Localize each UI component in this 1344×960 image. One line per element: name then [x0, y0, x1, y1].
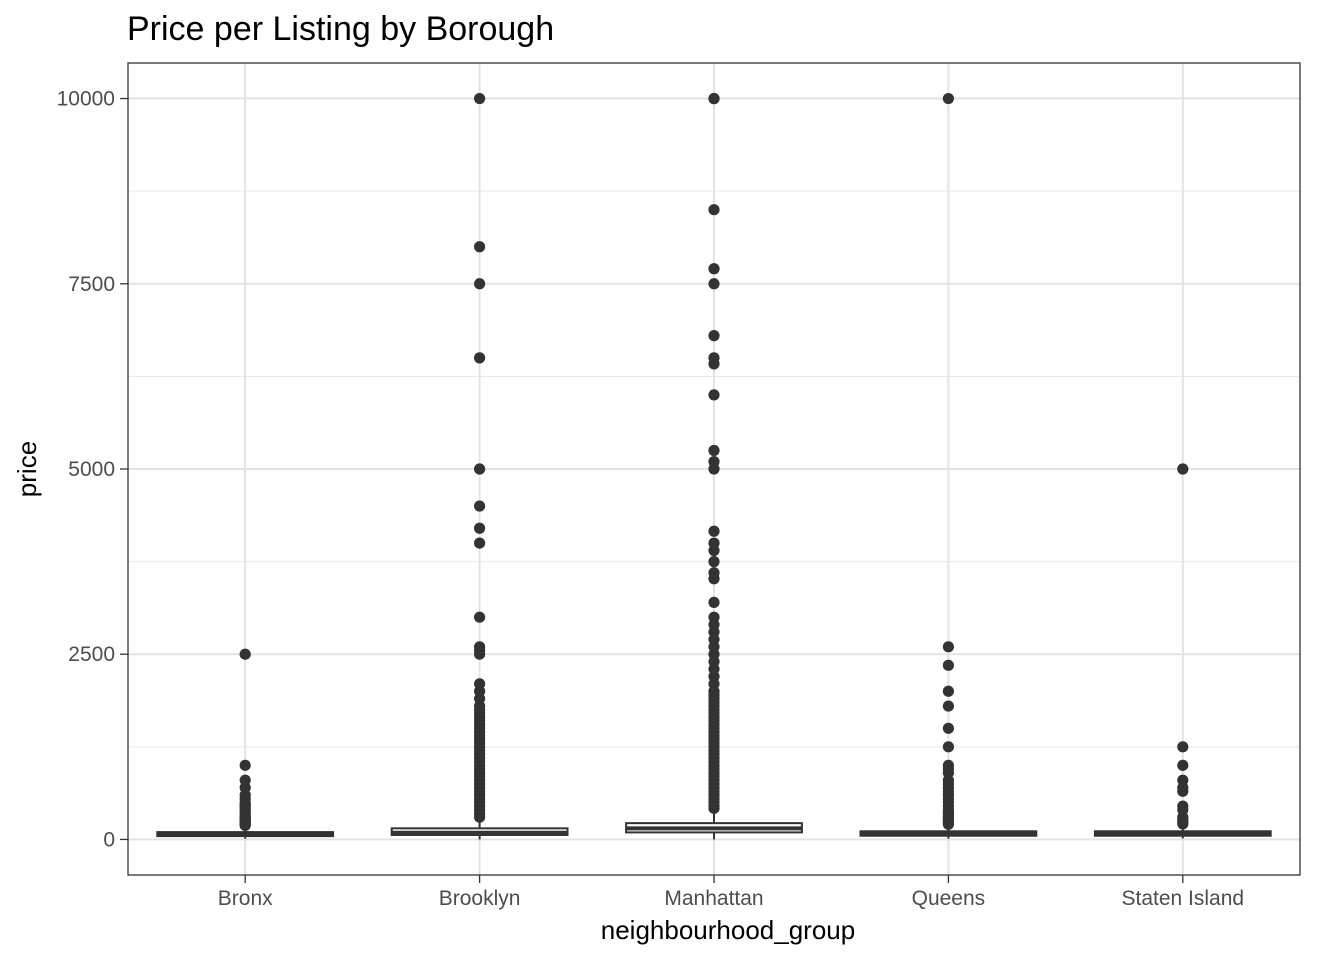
outlier-point-brooklyn-9 [474, 611, 486, 623]
x-axis-title: neighbourhood_group [601, 915, 855, 945]
outlier-point-brooklyn-4 [474, 352, 486, 364]
outlier-point-manhattan-15 [708, 544, 720, 557]
y-tick-label-5: 10000 [57, 88, 115, 111]
box-manhattan [625, 809, 803, 840]
outlier-point-bronx-1 [239, 648, 251, 660]
outlier-point-manhattan-19 [708, 596, 720, 608]
outlier-point-manhattan-8 [708, 358, 720, 370]
chart-title: Price per Listing by Borough [127, 10, 554, 48]
outlier-point-queens-2 [942, 641, 955, 653]
outlier-point-manhattan-6 [708, 330, 720, 342]
outlier-point-brooklyn-46 [474, 811, 486, 823]
outlier-point-brooklyn-7 [474, 522, 486, 534]
outlier-point-manhattan-2 [708, 93, 720, 105]
outlier-point-queens-3 [942, 659, 955, 671]
outlier-point-bronx-26 [239, 819, 251, 831]
outlier-point-manhattan-62 [708, 802, 720, 814]
outlier-point-manhattan-16 [708, 556, 720, 568]
x-tick-label-5: Staten Island [1122, 887, 1245, 910]
outlier-point-queens-4 [942, 685, 955, 697]
y-tick-label-4: 7500 [68, 273, 115, 296]
outlier-point-brooklyn-12 [474, 648, 486, 660]
x-tick-label-3: Manhattan [664, 887, 763, 910]
y-tick-label-1: 0 [103, 828, 115, 851]
outlier-point-brooklyn-5 [474, 463, 486, 475]
outlier-point-queens-1 [942, 92, 955, 105]
outlier-layer [239, 92, 1189, 831]
outlier-point-manhattan-4 [708, 263, 720, 275]
outlier-point-brooklyn-6 [474, 500, 486, 512]
y-axis-title: price [12, 441, 42, 497]
outlier-point-brooklyn-8 [474, 537, 486, 549]
outlier-point-manhattan-3 [708, 204, 720, 216]
x-tick-label-1: Bronx [218, 887, 273, 910]
outlier-point-staten-island-1 [1177, 463, 1189, 475]
axis-layer: 0 2500 5000 7500 10000 Bronx Brooklyn Manhattan… [57, 88, 1245, 910]
outlier-point-manhattan-18 [708, 573, 720, 585]
outlier-point-staten-island-6 [1177, 785, 1189, 797]
outlier-point-brooklyn-1 [474, 92, 486, 105]
outlier-point-staten-island-3 [1177, 759, 1189, 771]
outlier-point-queens-7 [942, 741, 955, 753]
y-tick-label-2: 2500 [68, 643, 115, 666]
outlier-point-queens-28 [942, 818, 955, 830]
outlier-point-queens-6 [942, 722, 955, 734]
outlier-point-staten-island-2 [1177, 741, 1189, 753]
x-tick-label-2: Brooklyn [439, 887, 521, 910]
outlier-point-manhattan-12 [708, 463, 720, 475]
outlier-point-brooklyn-3 [474, 278, 486, 290]
outlier-point-manhattan-13 [708, 525, 720, 537]
box-layer [156, 809, 1272, 840]
x-tick-label-4: Queens [912, 887, 986, 910]
outlier-point-brooklyn-2 [474, 241, 486, 253]
outlier-point-manhattan-10 [708, 444, 720, 457]
y-tick-label-3: 5000 [68, 458, 115, 481]
box-brooklyn [390, 818, 569, 840]
outlier-point-bronx-2 [239, 759, 251, 771]
outlier-point-manhattan-9 [708, 389, 720, 401]
outlier-point-manhattan-5 [708, 278, 720, 290]
outlier-point-queens-5 [942, 700, 955, 712]
outlier-point-staten-island-13 [1177, 818, 1189, 830]
